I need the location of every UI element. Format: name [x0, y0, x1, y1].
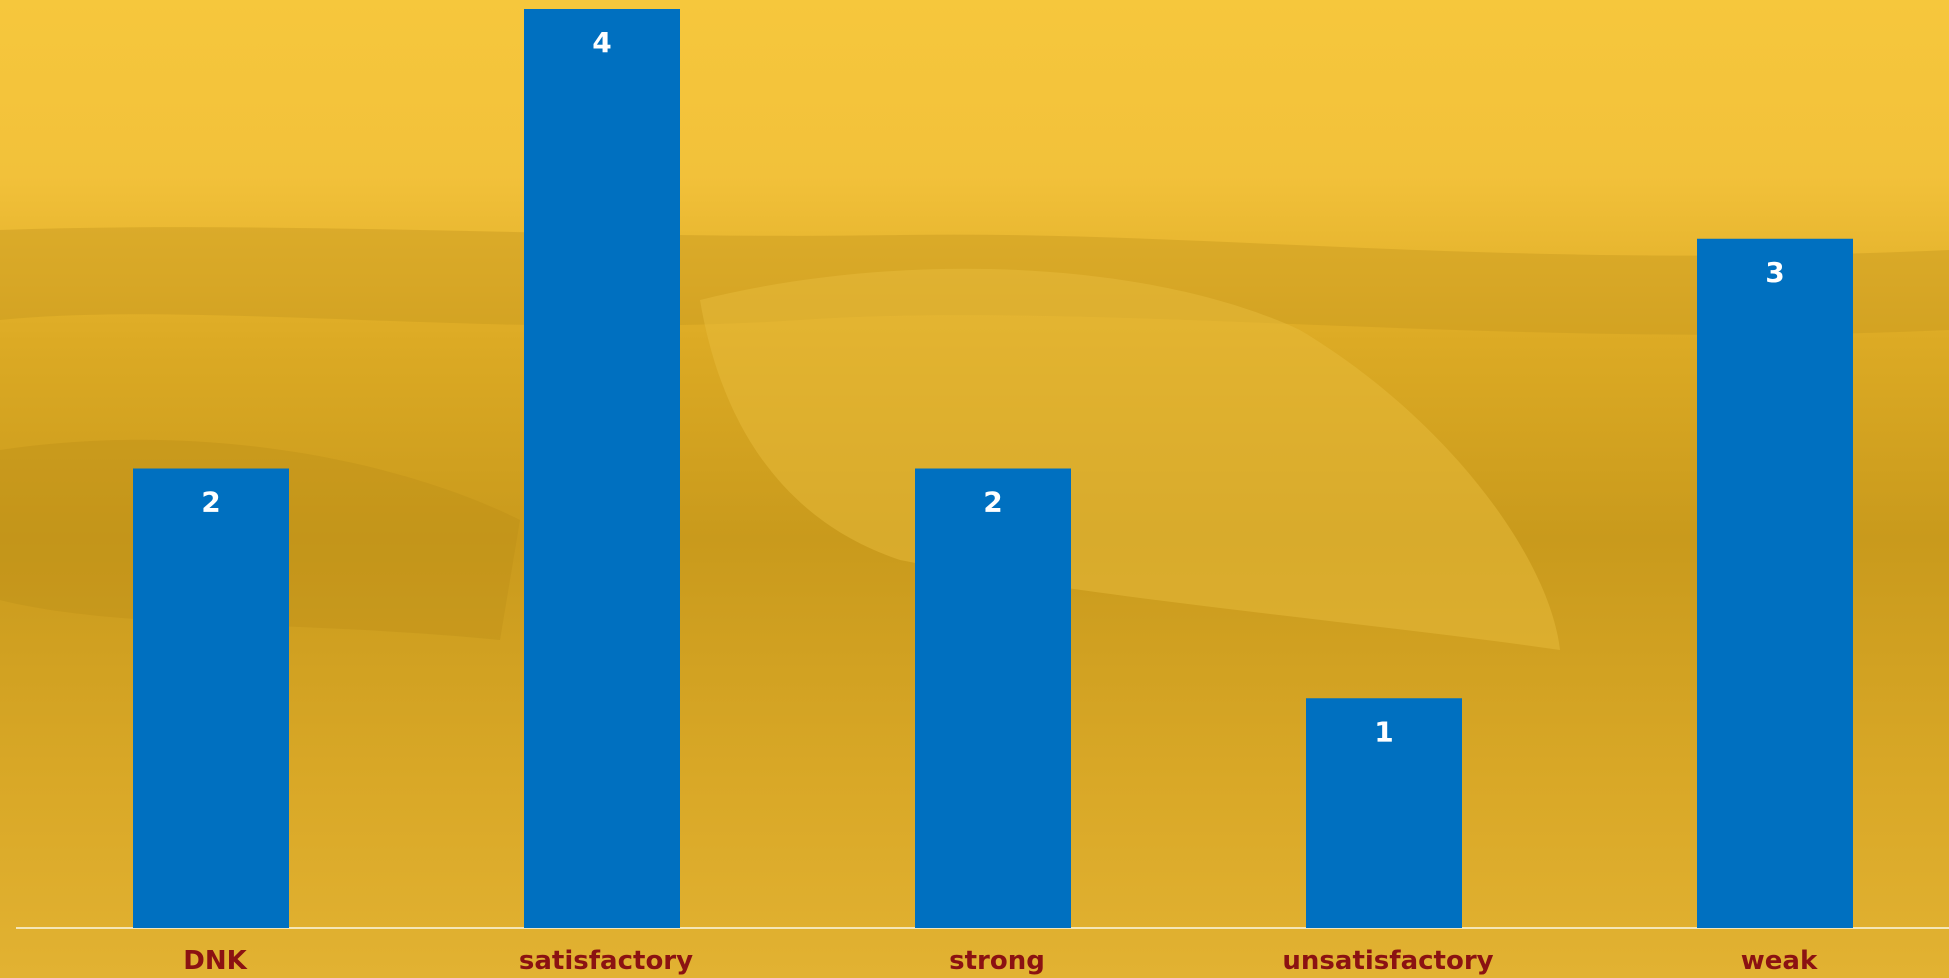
x-tick-label: weak [1741, 946, 1818, 976]
value-label: 2 [983, 486, 1002, 519]
value-label: 1 [1374, 715, 1393, 748]
value-label: 3 [1765, 256, 1784, 289]
bar [1306, 698, 1462, 928]
bar [1697, 238, 1853, 928]
value-label: 4 [592, 26, 611, 59]
x-tick-label: strong [949, 946, 1045, 976]
bar [915, 468, 1071, 928]
value-label: 2 [201, 486, 220, 519]
x-tick-label: unsatisfactory [1282, 946, 1493, 976]
bar [133, 468, 289, 928]
x-tick-label: DNK [183, 946, 247, 976]
x-tick-label: satisfactory [519, 946, 693, 976]
bar [524, 9, 680, 928]
